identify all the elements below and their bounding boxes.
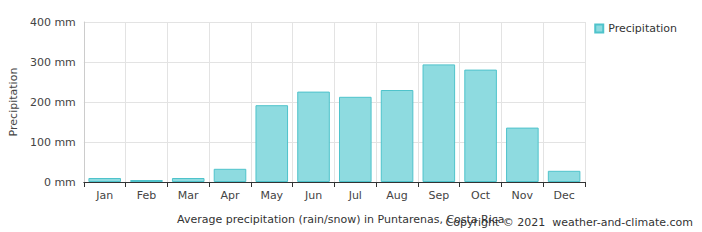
svg-text:Precipitation: Precipitation xyxy=(7,68,20,137)
svg-text:Copyright © 2021 weather-and-c: Copyright © 2021 weather-and-climate.com xyxy=(445,216,693,229)
svg-text:Jul: Jul xyxy=(348,189,362,202)
svg-text:Jan: Jan xyxy=(95,189,113,202)
svg-text:100 mm: 100 mm xyxy=(30,136,76,149)
svg-text:May: May xyxy=(260,189,283,202)
svg-text:200 mm: 200 mm xyxy=(30,96,76,109)
svg-text:Apr: Apr xyxy=(220,189,240,202)
svg-text:400 mm: 400 mm xyxy=(30,16,76,29)
svg-text:Nov: Nov xyxy=(512,189,534,202)
svg-text:Jun: Jun xyxy=(304,189,322,202)
svg-text:Oct: Oct xyxy=(471,189,491,202)
svg-text:300 mm: 300 mm xyxy=(30,56,76,69)
svg-text:Mar: Mar xyxy=(178,189,199,202)
svg-text:Precipitation: Precipitation xyxy=(608,22,677,35)
svg-text:Average precipitation (rain/sn: Average precipitation (rain/snow) in Pun… xyxy=(177,213,505,226)
svg-text:Sep: Sep xyxy=(428,189,449,202)
svg-text:Aug: Aug xyxy=(386,189,407,202)
svg-text:Feb: Feb xyxy=(137,189,156,202)
svg-text:Dec: Dec xyxy=(553,189,574,202)
svg-text:0 mm: 0 mm xyxy=(44,176,76,189)
